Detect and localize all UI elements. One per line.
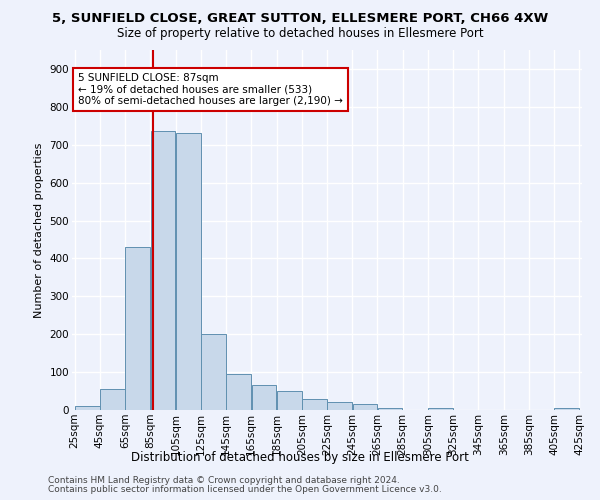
Y-axis label: Number of detached properties: Number of detached properties [34, 142, 44, 318]
Bar [251, 386, 276, 410]
Text: Contains public sector information licensed under the Open Government Licence v3: Contains public sector information licen… [48, 485, 442, 494]
Bar [75, 406, 100, 410]
Bar [302, 398, 327, 410]
Bar [226, 374, 251, 410]
Text: Distribution of detached houses by size in Ellesmere Port: Distribution of detached houses by size … [131, 451, 469, 464]
Bar [151, 132, 175, 410]
Bar [327, 402, 352, 410]
Bar [176, 134, 200, 410]
Bar [125, 247, 150, 410]
Text: 5 SUNFIELD CLOSE: 87sqm
← 19% of detached houses are smaller (533)
80% of semi-d: 5 SUNFIELD CLOSE: 87sqm ← 19% of detache… [79, 72, 343, 106]
Bar [554, 408, 579, 410]
Text: 5, SUNFIELD CLOSE, GREAT SUTTON, ELLESMERE PORT, CH66 4XW: 5, SUNFIELD CLOSE, GREAT SUTTON, ELLESME… [52, 12, 548, 26]
Bar [100, 389, 125, 410]
Bar [428, 408, 453, 410]
Text: Size of property relative to detached houses in Ellesmere Port: Size of property relative to detached ho… [116, 28, 484, 40]
Bar [277, 391, 302, 410]
Bar [378, 408, 403, 410]
Bar [353, 404, 377, 410]
Text: Contains HM Land Registry data © Crown copyright and database right 2024.: Contains HM Land Registry data © Crown c… [48, 476, 400, 485]
Bar [201, 334, 226, 410]
